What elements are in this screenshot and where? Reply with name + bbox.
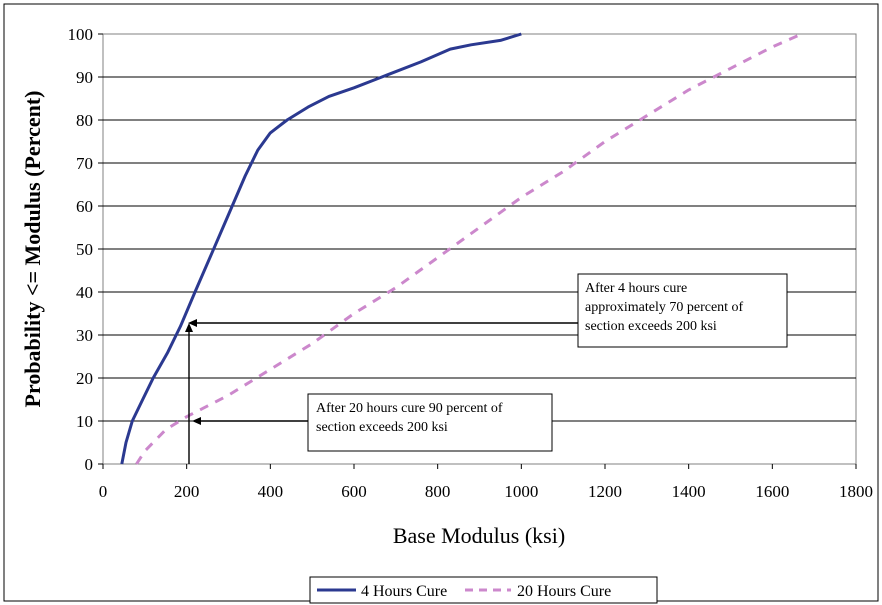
annotation-4h-box: [577, 273, 788, 348]
y-tick-label: 0: [85, 455, 94, 474]
arrow-20h-horizontal-head: [192, 417, 201, 425]
x-tick-label: 0: [99, 482, 108, 501]
x-tick-label: 1600: [755, 482, 789, 501]
x-tick-label: 600: [341, 482, 367, 501]
arrow-4h-vertical-head: [185, 323, 193, 332]
x-tick-label: 1200: [588, 482, 622, 501]
y-tick-label: 70: [76, 154, 93, 173]
annotation-4h-line: section exceeds 200 ksi: [585, 319, 717, 334]
y-axis-title: Probability <= Modulus (Percent): [20, 91, 45, 408]
y-tick-label: 50: [76, 240, 93, 259]
series-line-20h: [135, 32, 803, 465]
x-tick-labels: 0 200 400 600 800 1000 1200 1400 1600 1800: [99, 482, 873, 501]
y-tick-label: 60: [76, 197, 93, 216]
x-tick-label: 200: [174, 482, 200, 501]
series-lines: [120, 32, 803, 465]
arrow-4h-horizontal-head: [188, 319, 197, 327]
y-tick-label: 30: [76, 326, 93, 345]
x-tick-label: 1000: [504, 482, 538, 501]
annotation-20h-line: section exceeds 200 ksi: [316, 420, 448, 435]
x-tick-label: 1800: [839, 482, 873, 501]
x-tick-label: 400: [258, 482, 284, 501]
y-tick-label: 100: [68, 25, 94, 44]
legend-label-4h: 4 Hours Cure: [361, 583, 447, 600]
annotation-20h-line: After 20 hours cure 90 percent of: [316, 401, 503, 416]
y-tick-label: 10: [76, 412, 93, 431]
annotation-4h: After 4 hours cure approximately 70 perc…: [577, 273, 788, 348]
annotation-arrows: [185, 319, 578, 464]
y-tick-label: 90: [76, 68, 93, 87]
annotation-20h-box: [307, 393, 553, 452]
annotation-4h-line: approximately 70 percent of: [585, 300, 744, 315]
annotation-4h-line: After 4 hours cure: [585, 281, 687, 296]
legend: 4 Hours Cure 20 Hours Cure: [309, 576, 658, 604]
legend-label-20h: 20 Hours Cure: [517, 583, 611, 600]
y-tick-label: 80: [76, 111, 93, 130]
x-axis-title: Base Modulus (ksi): [393, 523, 565, 548]
x-tick-label: 1400: [672, 482, 706, 501]
x-tick-label: 800: [425, 482, 451, 501]
y-tick-labels: 0 10 20 30 40 50 60 70 80 90 100: [68, 25, 94, 474]
annotation-20h: After 20 hours cure 90 percent of sectio…: [307, 393, 553, 452]
series-line-4h: [120, 32, 522, 465]
y-tick-label: 20: [76, 369, 93, 388]
y-tick-label: 40: [76, 283, 93, 302]
